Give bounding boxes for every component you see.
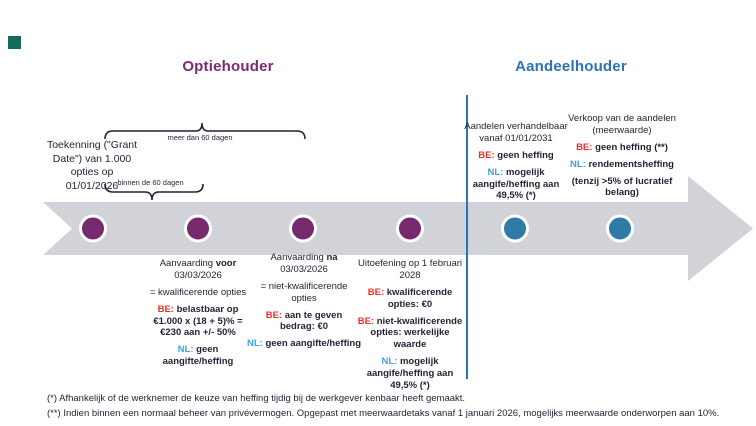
footnote-2: (**) Indien binnen een normaal beheer va… bbox=[47, 408, 720, 419]
aandeelhouder-header: Aandeelhouder bbox=[515, 58, 627, 75]
grant-line: Date") van 1.000 bbox=[52, 152, 132, 165]
be-line: BE: geen heffing bbox=[478, 149, 554, 161]
event-title: Aanvaarding voor 03/03/2026 bbox=[159, 258, 237, 281]
brace-within-60-days bbox=[104, 183, 204, 201]
footnote-1: (*) Afhankelijk of de werknemer de keuze… bbox=[47, 393, 466, 404]
event-title: Aandelen verhandelbaar vanaf 01/01/2031 bbox=[464, 121, 568, 144]
event-dot-accept-before bbox=[184, 214, 212, 243]
be-line: BE: belastbaar op €1.000 x (18 + 5)% = €… bbox=[153, 303, 243, 339]
event-title: Verkoop van de aandelen (meerwaarde) bbox=[568, 113, 676, 136]
optiehouder-header: Optiehouder bbox=[182, 58, 274, 75]
nl-line: NL: mogelijk aangife/heffing aan 49,5% (… bbox=[472, 166, 560, 202]
event-block-tradable: Aandelen verhandelbaar vanaf 01/01/2031 … bbox=[462, 121, 570, 207]
event-dot-sale bbox=[606, 214, 634, 243]
event-note: (tenzij >5% of lucratief belang) bbox=[571, 175, 673, 199]
event-block-exercise: Uitoefening op 1 februari 2028 BE: kwali… bbox=[355, 258, 465, 397]
be-line: BE: aan te geven bedrag: €0 bbox=[265, 309, 343, 333]
be-line: BE: niet-kwalificerende opties: werkelij… bbox=[357, 315, 463, 351]
brace-label-more-than-60-days: meer dan 60 dagen bbox=[167, 133, 233, 142]
nl-line: NL: geen aangifte/heffing bbox=[247, 338, 362, 350]
event-dot-accept-after bbox=[289, 214, 317, 243]
logo-mark bbox=[8, 36, 21, 49]
event-dot-exercise bbox=[396, 214, 424, 243]
event-dot-tradable bbox=[501, 214, 529, 243]
footnotes: (*) Afhankelijk of de werknemer de keuze… bbox=[47, 391, 719, 421]
nl-line: NL: rendementsheffing bbox=[570, 158, 674, 170]
grant-annotation: Toekenning ("Grant Date") van 1.000 opti… bbox=[35, 139, 149, 193]
nl-line: NL: geen aangifte/heffing bbox=[162, 344, 234, 368]
brace-more-than-60-days bbox=[104, 122, 306, 140]
brace-label-within-60-days: binnen de 60 dagen bbox=[117, 178, 184, 187]
event-title: Uitoefening op 1 februari 2028 bbox=[357, 258, 463, 281]
event-subtitle: = niet-kwalificerende opties bbox=[260, 280, 348, 304]
event-block-accept-before: Aanvaarding voor 03/03/2026 = kwalificer… bbox=[143, 258, 253, 373]
grant-line: opties op bbox=[70, 166, 114, 179]
be-line: BE: kwalificerende opties: €0 bbox=[367, 286, 453, 310]
event-subtitle: = kwalificerende opties bbox=[149, 286, 247, 298]
nl-line: NL: mogelijk aangife/heffing aan 49,5% (… bbox=[366, 356, 454, 391]
event-title: Aanvaarding na 03/03/2026 bbox=[270, 252, 338, 275]
event-dot-grant bbox=[79, 214, 107, 243]
grant-line: Toekenning ("Grant bbox=[46, 139, 138, 151]
be-line: BE: geen heffing (**) bbox=[576, 141, 668, 153]
event-block-accept-after: Aanvaarding na 03/03/2026 = niet-kwalifi… bbox=[247, 252, 361, 355]
event-block-sale: Verkoop van de aandelen (meerwaarde) BE:… bbox=[563, 113, 681, 204]
